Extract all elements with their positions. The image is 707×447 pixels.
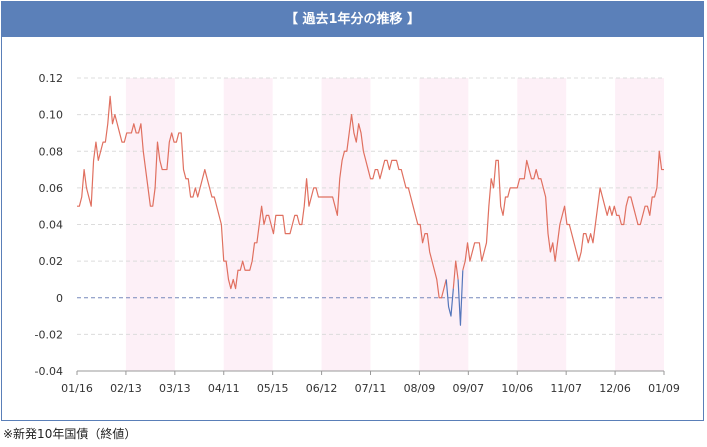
- x-tick-label: 07/11: [355, 382, 387, 395]
- y-tick-label: 0.04: [39, 219, 64, 232]
- x-tick-label: 06/12: [306, 382, 338, 395]
- chart-panel: 【 過去1年分の推移 】 -0.04 -0.02 0 0.02 0.04 0.06 0.08…: [1, 1, 704, 421]
- y-tick-label: 0.06: [39, 182, 64, 195]
- y-tick-label: 0.12: [39, 72, 64, 85]
- series-line: [452, 260, 459, 289]
- series-line: [457, 270, 464, 326]
- x-tick-label: 05/15: [257, 382, 289, 395]
- x-tick-label: 02/13: [110, 382, 142, 395]
- line-chart: -0.04 -0.02 0 0.02 0.04 0.06 0.08 0.10 0.12 01/16…: [35, 72, 680, 395]
- x-tick-label: 03/13: [159, 382, 191, 395]
- footnote: ※新発10年国債（終値）: [3, 427, 137, 441]
- y-tick-label: 0.02: [39, 255, 64, 268]
- x-tick-label: 01/16: [61, 382, 93, 395]
- y-tick-label: 0.08: [39, 145, 64, 158]
- series-line: [462, 150, 664, 271]
- x-tick-label: 12/06: [599, 382, 631, 395]
- x-tick-label: 08/09: [404, 382, 436, 395]
- chart-area: -0.04 -0.02 0 0.02 0.04 0.06 0.08 0.10 0.12 01/16…: [2, 38, 702, 424]
- series-line: [445, 279, 454, 317]
- x-tick-label: 09/07: [452, 382, 484, 395]
- x-tick-label: 10/06: [501, 382, 533, 395]
- y-tick-label: -0.04: [35, 365, 63, 378]
- panel-title: 【 過去1年分の推移 】: [2, 2, 703, 37]
- x-tick-label: 11/07: [550, 382, 582, 395]
- y-tick-label: 0: [56, 292, 63, 305]
- y-tick-label: -0.02: [35, 328, 63, 341]
- x-tick-label: 01/09: [648, 382, 680, 395]
- series-line: [77, 95, 447, 299]
- y-tick-label: 0.10: [39, 109, 64, 122]
- x-tick-label: 04/11: [208, 382, 240, 395]
